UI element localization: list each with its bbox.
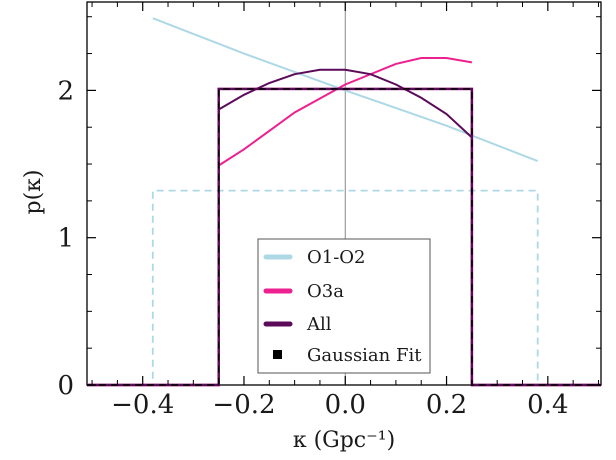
- x-tick-labels: −0.4 −0.2 0.0 0.2 0.4: [111, 390, 568, 420]
- y-axis-label: p(κ): [21, 170, 46, 215]
- legend: O1-O2 O3a All Gaussian Fit: [257, 238, 431, 374]
- series-group: [87, 17, 601, 387]
- x-tick-label: 0.4: [527, 390, 568, 420]
- x-tick-label: −0.2: [212, 390, 275, 420]
- legend-label-o3a: O3a: [307, 281, 344, 302]
- x-tick-label: −0.4: [111, 390, 174, 420]
- plot-frame: [86, 1, 602, 386]
- series-all-solid-line: [218, 68, 473, 139]
- ticks-group: [87, 2, 601, 386]
- legend-label-o1-o2: O1-O2: [307, 247, 366, 268]
- y-tick-label: 0: [57, 371, 74, 401]
- y-tick-label: 2: [57, 76, 74, 106]
- x-axis-label: κ (Gpc⁻¹): [293, 428, 395, 453]
- y-tick-labels: 0 1 2: [57, 76, 74, 401]
- x-tick-label: 0.0: [325, 390, 366, 420]
- x-tick-label: 0.2: [426, 390, 467, 420]
- series-gaussian-fit-dashed-line: [87, 88, 601, 386]
- series-o1-o2-solid-line: [152, 17, 539, 163]
- legend-label-all: All: [306, 314, 332, 335]
- legend-box: [257, 238, 431, 374]
- y-tick-label: 1: [57, 224, 74, 254]
- legend-label-gaussian-fit: Gaussian Fit: [307, 345, 422, 366]
- legend-marker-gaussian-fit: [273, 350, 282, 359]
